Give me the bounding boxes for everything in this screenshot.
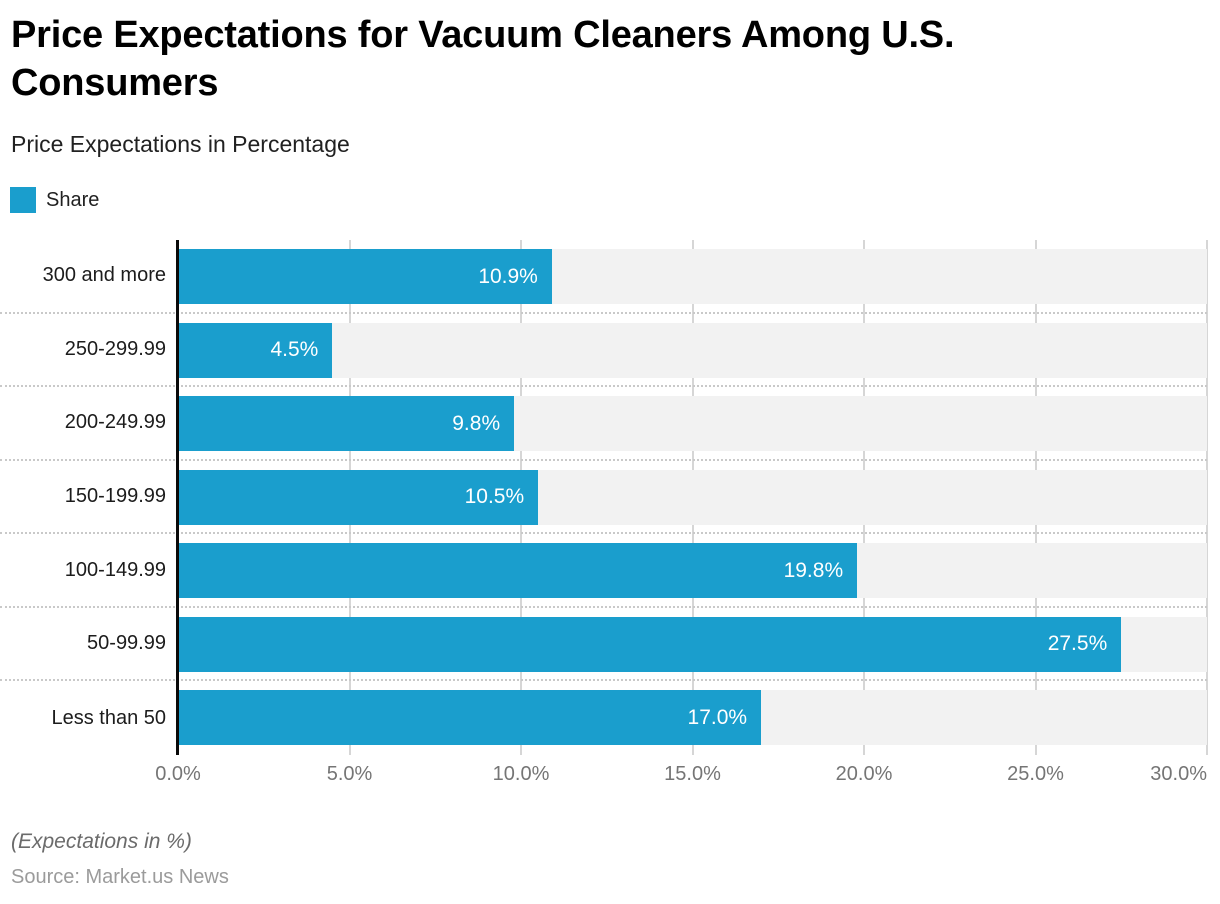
bar-value-label: 19.8% [783,558,844,582]
bar-track: 9.8% [178,396,1207,452]
category-label: 100-149.99 [64,558,166,581]
bar-track: 10.5% [178,469,1207,525]
legend-swatch-share[interactable] [10,187,36,213]
chart-subtitle: Price Expectations in Percentage [11,131,350,157]
bar-value-label: 10.5% [464,485,525,509]
gridline [1206,240,1208,755]
x-tick-label: 25.0% [1007,763,1064,785]
category-label: 250-299.99 [64,337,166,360]
chart-row: 100-149.99 19.8% [0,534,1207,608]
bar-track: 17.0% [178,690,1207,746]
page-title: Price Expectations for Vacuum Cleaners A… [11,14,955,104]
chart-row: 150-199.99 10.5% [0,461,1207,535]
x-tick-label: 10.0% [492,763,550,785]
bar-value-label: 4.5% [270,338,319,362]
bar-share[interactable]: 27.5% [178,616,1122,672]
chart-footnote: (Expectations in %) [11,830,192,853]
category-label: 200-249.99 [64,411,166,434]
bar-share[interactable]: 9.8% [178,396,515,452]
category-label: 50-99.99 [87,632,166,655]
bar-track: 4.5% [178,322,1207,378]
bar-share[interactable]: 19.8% [178,543,858,599]
bar-track: 27.5% [178,616,1207,672]
bar-share[interactable]: 10.9% [178,249,552,304]
category-label: 150-199.99 [64,484,166,507]
chart-row: Less than 50 17.0% [0,681,1207,755]
bar-value-label: 17.0% [687,705,748,729]
bar-value-label: 10.9% [478,264,538,288]
bar-track: 19.8% [178,543,1207,599]
category-label: 300 and more [42,264,166,287]
x-tick-label: 15.0% [664,763,721,785]
x-tick-label: 5.0% [326,763,373,785]
bar-share[interactable]: 17.0% [178,690,762,746]
chart-row: 300 and more 10.9% [0,240,1207,314]
bar-value-label: 27.5% [1047,632,1108,656]
x-tick-label: 30.0% [1150,763,1207,785]
bar-value-label: 9.8% [452,411,501,435]
chart-row: 250-299.99 4.5% [0,314,1207,388]
category-label: Less than 50 [51,706,166,729]
x-tick-label: 20.0% [835,763,893,785]
bar-share[interactable]: 4.5% [178,322,333,378]
x-axis: 0.0% 5.0% 10.0% 15.0% 20.0% 25.0% 30.0% [0,763,1220,789]
chart-row: 200-249.99 9.8% [0,387,1207,461]
bar-share[interactable]: 10.5% [178,469,539,525]
y-axis-line [176,240,179,755]
bar-chart: 300 and more 10.9% 250-299.99 4.5% 200-249.9… [0,240,1220,755]
chart-row: 50-99.99 27.5% [0,608,1207,682]
source-credit: Source: Market.us News [11,866,229,888]
legend: Share [10,187,99,213]
legend-label-share[interactable]: Share [46,188,100,211]
bar-track: 10.9% [178,249,1207,304]
x-tick-label: 0.0% [155,763,201,785]
